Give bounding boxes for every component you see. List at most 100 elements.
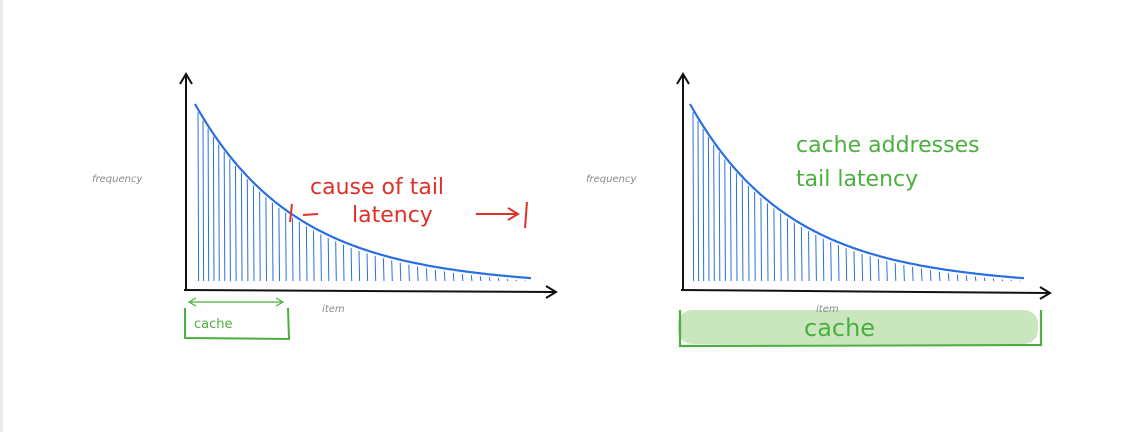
hatch-line	[235, 166, 237, 282]
hatch-line	[197, 112, 200, 282]
left-annotation-line2: latency	[352, 203, 433, 228]
hatch-line	[305, 226, 308, 282]
right-x-axis-label: item	[816, 304, 839, 315]
hatch-line	[760, 197, 762, 282]
right-x-axis-arrowhead	[1039, 286, 1052, 300]
left-x-axis-label: item	[322, 304, 345, 315]
hatch-line	[773, 208, 775, 282]
left-distribution-curve	[194, 103, 532, 280]
hatch-line	[938, 271, 941, 282]
hatch-line	[515, 279, 518, 282]
left-cache-range-arrow	[187, 297, 285, 307]
hatch-line	[853, 251, 856, 282]
hatch-line	[965, 275, 968, 282]
hatch-line	[808, 231, 810, 282]
hatch-line	[207, 128, 210, 282]
hatch-line	[271, 202, 274, 282]
hatch-line	[1010, 279, 1013, 282]
hatch-line	[358, 250, 361, 282]
hatch-line	[992, 278, 995, 282]
right-cache-label: cache	[804, 314, 875, 342]
hatch-line	[443, 271, 446, 282]
left-y-axis-label: frequency	[92, 174, 143, 185]
hatch-line	[335, 241, 337, 282]
left-tail-dash	[302, 213, 319, 216]
hatch-line	[506, 278, 509, 282]
hatch-line	[718, 152, 721, 282]
left-tail-arrowhead	[507, 207, 520, 221]
left-hatch-lines	[197, 112, 526, 282]
hatch-line	[291, 217, 294, 282]
hatch-line	[285, 212, 287, 282]
hatch-line	[382, 258, 385, 282]
hatch-line	[877, 258, 880, 282]
left-y-axis-arrowhead	[179, 72, 193, 85]
hatch-line	[815, 234, 817, 282]
right-cache-bracket	[678, 310, 1043, 348]
hatch-line	[342, 244, 345, 282]
right-y-axis-arrowhead	[676, 72, 690, 85]
hatch-line	[313, 230, 315, 282]
hatch-line	[830, 241, 832, 282]
left-annotation-line1: cause of tail	[310, 175, 444, 200]
left-cache-box	[184, 307, 291, 341]
hatch-line	[861, 253, 864, 282]
hatch-line	[983, 277, 986, 282]
hatch-line	[747, 185, 750, 282]
hatch-line	[1001, 279, 1004, 282]
hatch-line	[707, 136, 710, 282]
left-cache-label: cache	[194, 317, 233, 332]
hatch-line	[724, 159, 726, 282]
hatch-line	[246, 179, 249, 282]
hatch-line	[240, 172, 243, 282]
hatch-line	[754, 191, 756, 282]
hatch-line	[702, 128, 705, 282]
hatch-line	[735, 173, 738, 282]
hatch-line	[886, 260, 888, 282]
hatch-line	[417, 266, 419, 282]
hatch-line	[497, 278, 500, 282]
hatch-line	[837, 245, 840, 282]
hatch-line	[869, 256, 872, 282]
hatch-line	[408, 264, 410, 282]
right-diagram: frequency item cache addresses tail late…	[586, 72, 1052, 348]
hatch-line	[425, 268, 428, 282]
hatch-line	[713, 144, 715, 282]
right-annotation-line2: tail latency	[796, 167, 918, 192]
left-x-axis	[183, 289, 555, 293]
hatch-line	[697, 120, 700, 282]
hatch-line	[265, 197, 267, 282]
left-tail-bracket-end	[524, 201, 528, 229]
page-left-border	[0, 0, 3, 432]
hatch-line	[399, 262, 402, 282]
hatch-line	[488, 277, 491, 282]
hatch-line	[350, 247, 353, 282]
left-x-axis-arrowhead	[545, 285, 558, 299]
hatch-line	[956, 274, 959, 282]
hatch-line	[327, 237, 330, 282]
hatch-line	[391, 260, 393, 282]
hatch-line	[786, 218, 789, 282]
hatch-line	[730, 166, 732, 282]
hatch-line	[259, 191, 261, 282]
right-y-axis-label: frequency	[586, 174, 637, 185]
hatch-line	[229, 159, 231, 282]
hatch-line	[800, 226, 803, 282]
hatch-line	[202, 120, 205, 282]
hatch-line	[920, 268, 923, 282]
hatch-line	[452, 272, 455, 282]
hatch-line	[366, 253, 369, 282]
hatch-line	[929, 270, 932, 282]
right-cache-fill	[678, 310, 1038, 344]
hatch-line	[780, 213, 782, 282]
hatch-line	[374, 255, 377, 282]
hatch-line	[212, 136, 215, 282]
hatch-line	[912, 266, 914, 282]
hatch-line	[692, 112, 695, 282]
right-annotation-line1: cache addresses	[796, 133, 980, 158]
hatch-line	[298, 222, 301, 282]
hatch-line	[903, 265, 905, 282]
hatch-line	[434, 269, 437, 282]
hatch-line	[974, 276, 977, 282]
